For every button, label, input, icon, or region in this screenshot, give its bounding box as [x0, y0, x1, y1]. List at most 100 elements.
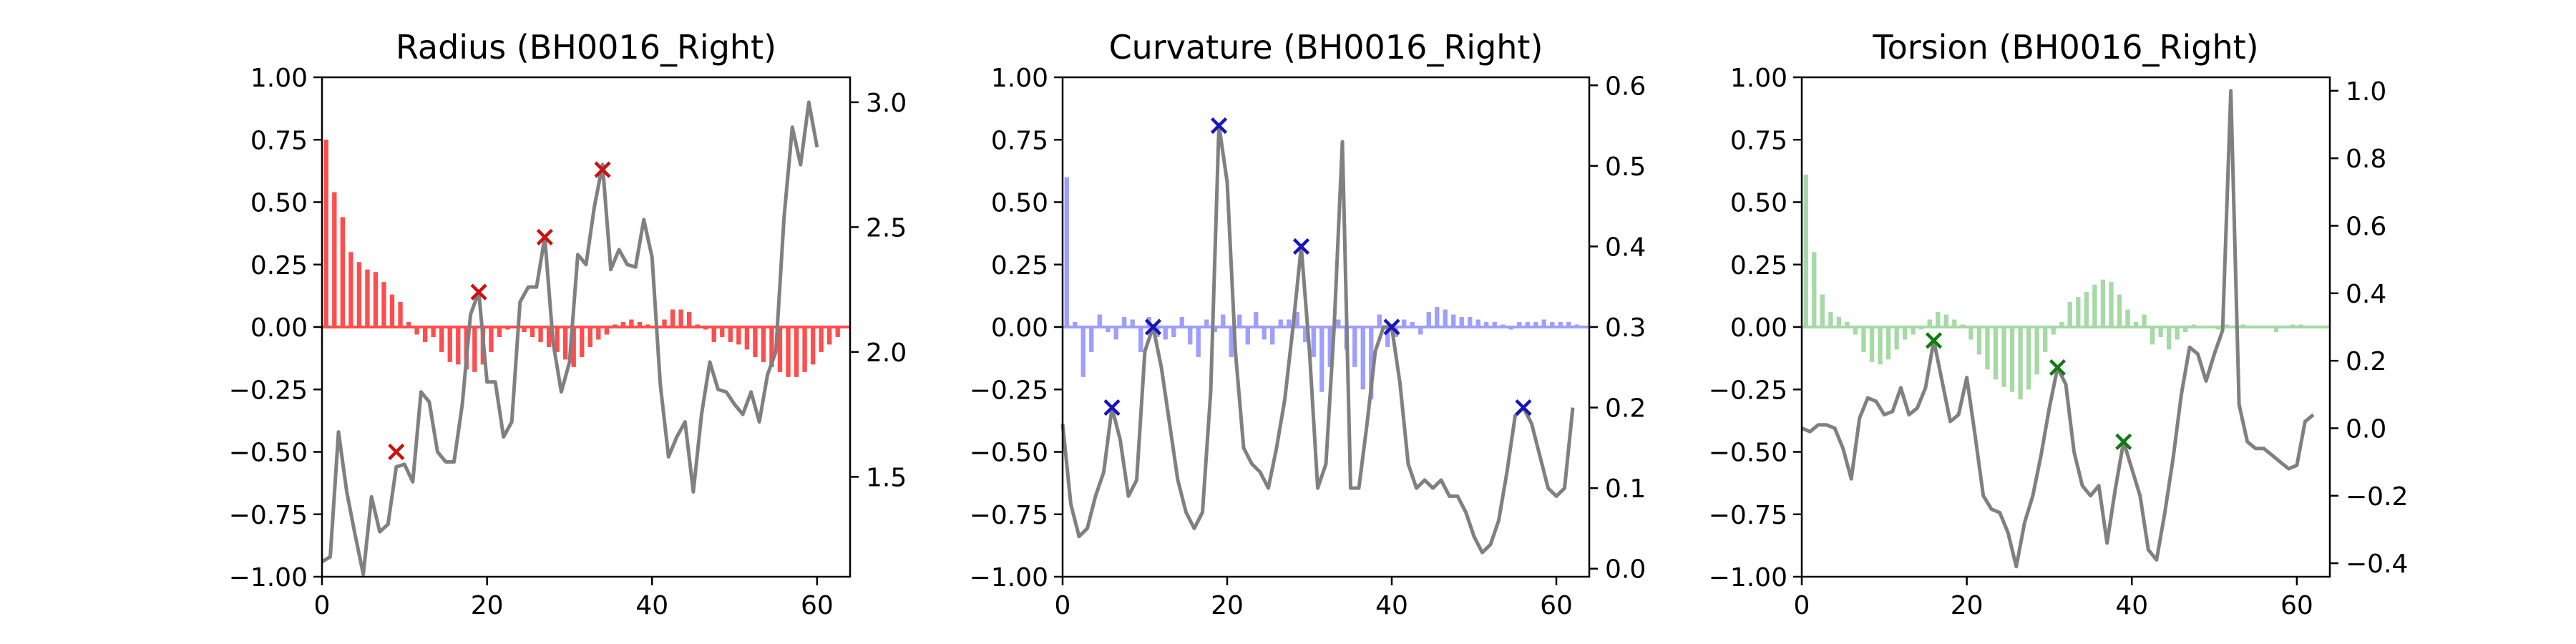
bar [670, 309, 675, 327]
bar [1993, 327, 1999, 380]
bar [1410, 322, 1415, 327]
y-tick-label-right: 0.1 [1605, 474, 1646, 504]
bar [1278, 319, 1283, 327]
y-tick-label-left: 0.00 [991, 313, 1048, 343]
bar [744, 327, 750, 350]
marker-stroke [536, 228, 553, 245]
bar [373, 272, 379, 327]
bar [1451, 314, 1456, 327]
bar [1968, 327, 1974, 340]
y-tick-label-right: 0.0 [1605, 555, 1646, 585]
marker-stroke [1925, 332, 1943, 349]
bar [2076, 297, 2081, 327]
y-tick-label-left: −0.75 [1709, 501, 1787, 530]
y-tick-label-left: 0.25 [991, 251, 1048, 280]
marker-stroke [2115, 433, 2132, 450]
bar [1861, 327, 1866, 352]
bar [1073, 322, 1078, 327]
bar [1828, 312, 1833, 327]
bar [711, 327, 716, 342]
bar [2125, 309, 2130, 327]
x-tick-label: 60 [1540, 591, 1573, 620]
bar [1212, 327, 1217, 332]
y-tick-label-left: 0.25 [1730, 251, 1787, 280]
y-tick-label-left: −0.75 [229, 501, 308, 530]
bar [447, 327, 452, 362]
bar [1533, 322, 1538, 327]
y-tick-label-left: 0.50 [991, 189, 1048, 218]
bar [1836, 317, 1842, 327]
y-tick-label-left: 0.75 [250, 126, 308, 155]
panel-title: Radius (BH0016_Right) [396, 28, 776, 67]
peak-marker [536, 228, 553, 245]
bar [769, 327, 774, 367]
bar [1097, 314, 1102, 327]
y-tick-label-left: −0.50 [970, 439, 1048, 468]
bar [546, 327, 552, 347]
bar [835, 327, 840, 337]
bar [596, 327, 601, 340]
bar [662, 319, 667, 327]
panel-title: Curvature (BH0016_Right) [1109, 28, 1543, 67]
bar [1237, 314, 1242, 327]
y-tick-label-left: −1.00 [970, 563, 1048, 592]
y-tick-label-left: −1.00 [1709, 563, 1787, 592]
x-tick-label: 60 [2280, 591, 2313, 620]
y-tick-label-right: 0.2 [1605, 394, 1646, 424]
marker-stroke [1210, 117, 1228, 135]
bar [431, 327, 436, 337]
peak-marker [2115, 433, 2132, 450]
bar [555, 327, 560, 352]
bar [348, 252, 353, 327]
y-tick-label-right: 2.5 [866, 213, 907, 243]
bar [1171, 327, 1176, 337]
marker-stroke [470, 283, 487, 301]
peak-marker [388, 443, 405, 461]
bar [1878, 327, 1883, 365]
marker-stroke [1383, 318, 1400, 336]
bar [1130, 319, 1135, 327]
y-tick-label-right: −0.2 [2346, 482, 2408, 512]
y-tick-label-left: −0.75 [970, 501, 1048, 530]
marker-stroke [1103, 399, 1121, 416]
bar [1064, 177, 1069, 327]
peak-marker [1292, 238, 1310, 255]
bar [472, 327, 477, 372]
bar [1550, 322, 1555, 327]
x-tick-label: 40 [2115, 591, 2148, 620]
x-tick-label: 0 [314, 591, 331, 620]
y-tick-label-left: 0.50 [1730, 189, 1787, 218]
bar [439, 327, 444, 352]
bar [340, 217, 345, 327]
y-tick-label-right: 3.0 [866, 89, 907, 118]
y-tick-label-left: 0.50 [250, 189, 308, 218]
y-tick-label-right: −0.4 [2346, 550, 2408, 579]
peak-marker [2049, 359, 2067, 376]
bar [1188, 327, 1193, 345]
bar [1138, 327, 1143, 352]
bar [2092, 284, 2097, 327]
bar [356, 262, 362, 327]
bar [1229, 327, 1234, 357]
marker-stroke [2049, 359, 2067, 376]
bar [827, 327, 832, 345]
bar [1812, 252, 1817, 327]
bar [1319, 327, 1324, 392]
bar [2026, 327, 2031, 390]
bar [1468, 317, 1473, 327]
bar [414, 327, 419, 335]
bar [802, 327, 807, 372]
x-tick-label: 20 [1951, 591, 1984, 620]
bar [1435, 307, 1440, 327]
bar [1475, 319, 1480, 327]
bar [2109, 282, 2114, 327]
bar [381, 282, 386, 327]
bar [587, 327, 592, 347]
bar [2051, 327, 2056, 335]
marker-stroke [594, 161, 611, 178]
bar [1936, 312, 1941, 327]
bar [406, 322, 411, 327]
bar [489, 327, 494, 352]
bar [2084, 292, 2089, 327]
